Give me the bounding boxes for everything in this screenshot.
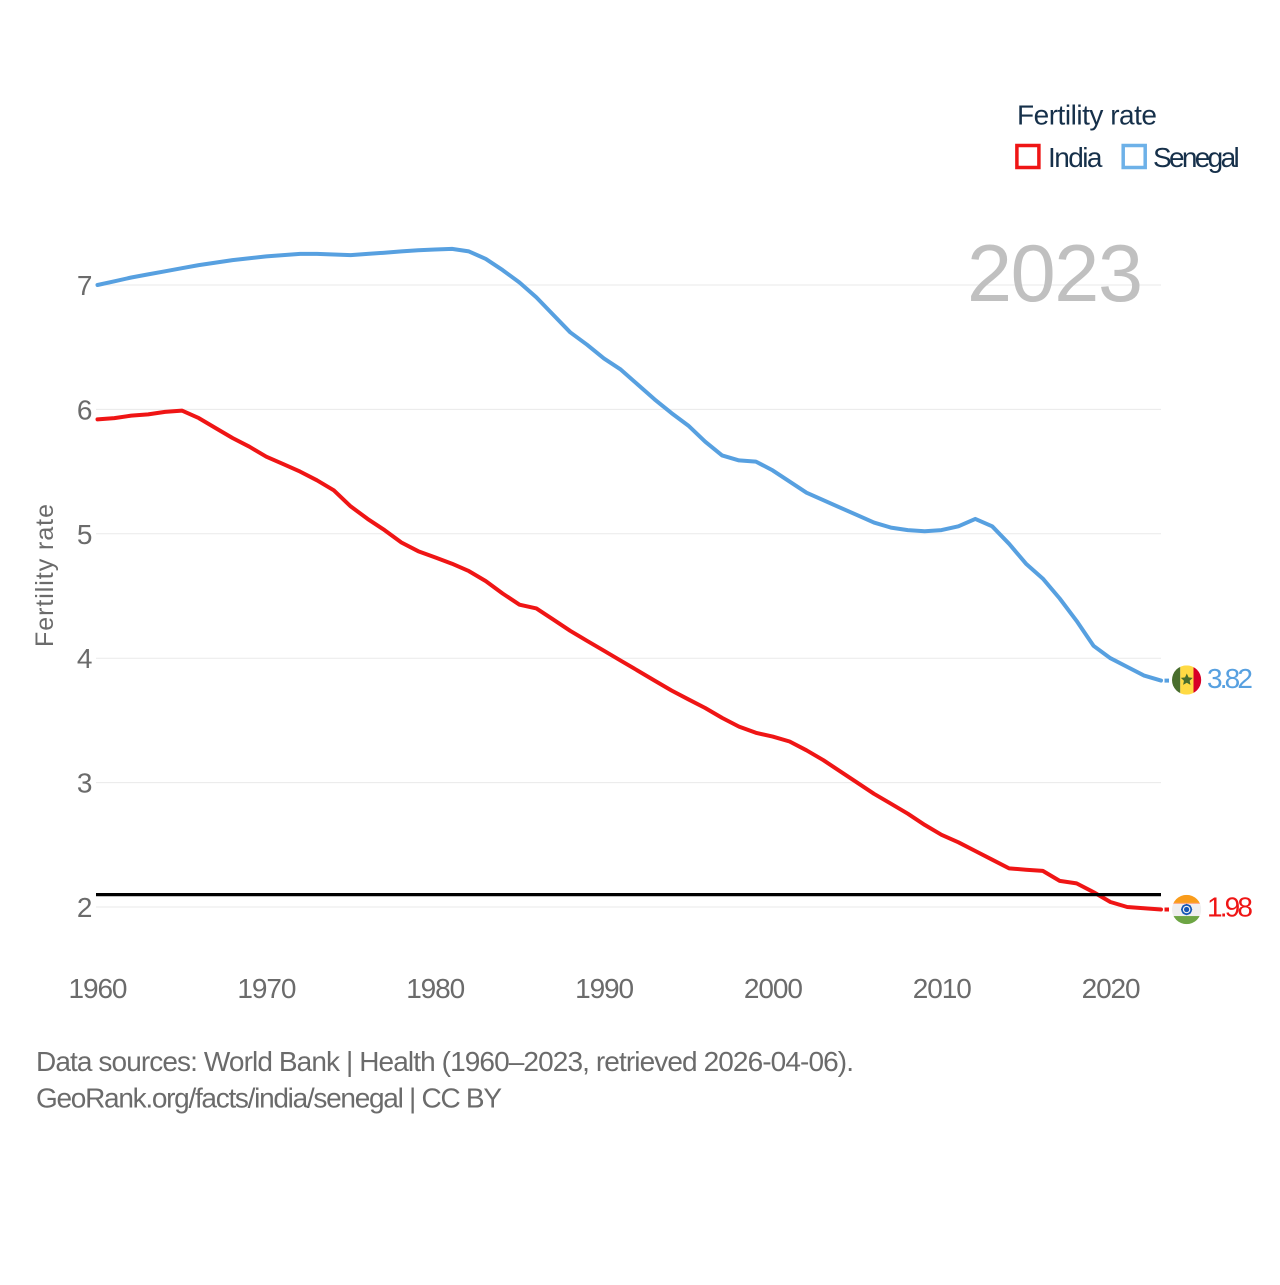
svg-text:2020: 2020 [1082, 973, 1141, 1004]
svg-text:1980: 1980 [406, 973, 465, 1004]
svg-text:2000: 2000 [744, 973, 803, 1004]
svg-text:1970: 1970 [237, 973, 296, 1004]
svg-text:Senegal: Senegal [1153, 142, 1240, 173]
svg-text:1990: 1990 [575, 973, 634, 1004]
svg-text:5: 5 [77, 519, 93, 550]
svg-text:1.98: 1.98 [1207, 892, 1253, 923]
svg-text:3: 3 [77, 768, 93, 799]
svg-text:Fertility rate: Fertility rate [31, 504, 59, 647]
svg-text:Data sources: World Bank | Hea: Data sources: World Bank | Health (1960–… [36, 1046, 854, 1077]
svg-text:GeoRank.org/facts/india/senega: GeoRank.org/facts/india/senegal | CC BY [36, 1083, 502, 1114]
svg-text:6: 6 [77, 394, 93, 425]
svg-text:7: 7 [77, 270, 93, 301]
svg-text:2: 2 [77, 892, 93, 923]
svg-text:2010: 2010 [913, 973, 972, 1004]
svg-text:4: 4 [77, 643, 93, 674]
svg-text:India: India [1048, 142, 1103, 173]
svg-text:2023: 2023 [967, 229, 1143, 319]
svg-text:3.82: 3.82 [1207, 663, 1253, 694]
svg-text:1960: 1960 [69, 973, 128, 1004]
svg-text:Fertility rate: Fertility rate [1017, 100, 1157, 131]
